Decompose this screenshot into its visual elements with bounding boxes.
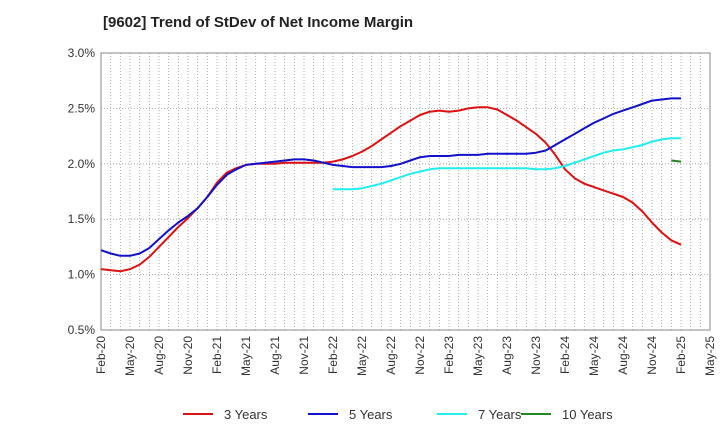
x-tick-label: Nov-20: [181, 336, 195, 375]
y-tick-label: 3.0%: [68, 46, 96, 60]
x-tick-label: Aug-23: [500, 336, 514, 375]
plot-area: [101, 53, 710, 330]
x-tick-label: Feb-24: [558, 336, 572, 374]
y-tick-label: 1.0%: [68, 268, 96, 282]
x-tick-label: Feb-20: [94, 336, 108, 374]
y-tick-label: 2.0%: [68, 157, 96, 171]
x-tick-label: May-23: [471, 336, 485, 376]
legend-label: 7 Years: [478, 407, 522, 422]
x-tick-label: Nov-24: [645, 336, 659, 375]
y-tick-label: 2.5%: [68, 101, 96, 115]
plot-frame: [100, 52, 711, 331]
chart-title: [9602] Trend of StDev of Net Income Marg…: [103, 14, 414, 31]
x-tick-label: Feb-22: [326, 336, 340, 374]
x-tick-label: May-22: [355, 336, 369, 376]
series-line-5-years: [100, 97, 681, 257]
x-tick-label: Feb-21: [210, 336, 224, 374]
x-tick-label: Aug-21: [268, 336, 282, 375]
series-line-10-years: [671, 159, 682, 163]
x-tick-label: May-24: [587, 336, 601, 376]
y-tick-label: 0.5%: [68, 323, 96, 337]
x-tick-label: Feb-23: [442, 336, 456, 374]
series-line-7-years: [333, 137, 681, 191]
x-tick-label: May-25: [703, 336, 717, 376]
y-tick-label: 1.5%: [68, 212, 96, 226]
x-tick-label: Feb-25: [674, 336, 688, 374]
x-tick-label: May-20: [123, 336, 137, 376]
x-tick-label: Nov-21: [297, 336, 311, 375]
x-tick-label: Aug-20: [152, 336, 166, 375]
legend-label: 10 Years: [562, 407, 613, 422]
x-tick-label: Aug-22: [384, 336, 398, 375]
x-tick-label: Nov-23: [529, 336, 543, 375]
x-tick-label: May-21: [239, 336, 253, 376]
legend-label: 5 Years: [349, 407, 393, 422]
x-tick-label: Aug-24: [616, 336, 630, 375]
x-tick-label: Nov-22: [413, 336, 427, 375]
legend-label: 3 Years: [224, 407, 268, 422]
